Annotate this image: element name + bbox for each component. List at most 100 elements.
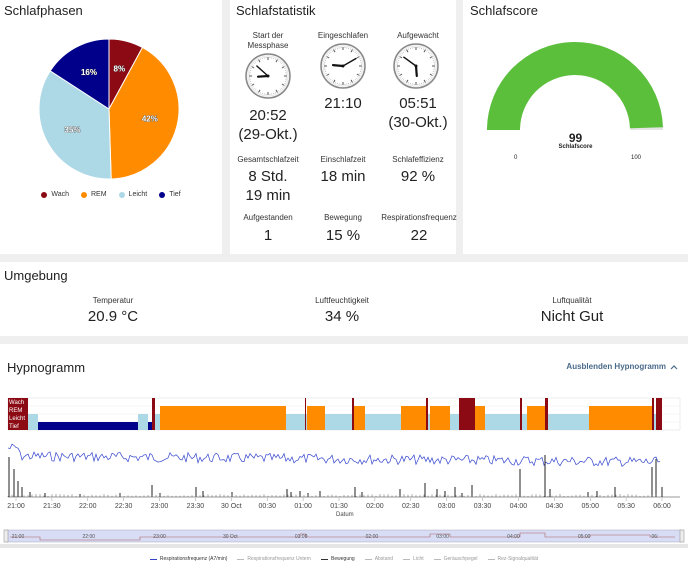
stage-label: Tief <box>9 424 19 430</box>
legend-swatch <box>237 558 245 560</box>
asleep-stat: Eingeschlafen <box>305 31 381 41</box>
total-sleep-stat: Gesamtschlafzeit 8 Std. 19 min <box>230 155 306 205</box>
hypnogram-legend: Respirationsfrequenz (A7/min) Respiration… <box>0 556 688 562</box>
x-tick-label: 03:30 <box>473 503 492 510</box>
humidity-stat: Luftfeuchtigkeit 34 % <box>242 296 442 325</box>
legend-label: Abstand <box>374 556 394 562</box>
legend-item[interactable]: Bewegung <box>321 556 355 562</box>
hypnogram-stage-segment <box>589 406 652 430</box>
sleep-stats-title: Schlafstatistik <box>236 3 316 18</box>
legend-item-rem[interactable]: REM <box>80 191 107 198</box>
air-quality-stat: Luftqualität Nicht Gut <box>472 296 672 325</box>
x-tick-label: 01:30 <box>330 503 348 510</box>
awake-stat: Aufgewacht <box>380 31 456 41</box>
total-sleep-hours: 8 Std. <box>248 168 288 185</box>
navigator-tick-label: 02:00 <box>366 534 379 540</box>
respiration-stat: Respirationsfrequenz 22 <box>380 213 458 245</box>
pie-label-rem: 42% <box>142 115 158 124</box>
humidity-value: 34 % <box>324 308 360 325</box>
latency-label: Einschlafzeit <box>320 155 366 164</box>
legend-item-tief[interactable]: Tief <box>159 191 181 198</box>
hypnogram-stage-segment <box>548 414 589 430</box>
x-tick-label: 06:00 <box>653 503 671 510</box>
legend-item-wach[interactable]: Wach <box>41 191 69 198</box>
asleep-label: Eingeschlafen <box>317 31 369 40</box>
hypnogram-navigator[interactable]: 21:00 22:00 23:00 30 Oct 01:00 02:00 03:00 04:0… <box>0 528 688 550</box>
sleep-score-gauge <box>487 41 663 131</box>
sleep-score-max-label: 100 <box>631 155 642 161</box>
stage-label: REM <box>9 408 22 414</box>
hide-hypnogram-button[interactable]: Ausblenden Hypnogramm <box>566 362 678 371</box>
hypnogram-x-axis-label: Datum <box>336 512 354 518</box>
x-tick-label: 22:00 <box>79 503 97 510</box>
measure-start-time: 20:52 <box>249 107 287 124</box>
hypnogram-stage-segment <box>155 414 160 430</box>
hypnogram-stage-segment <box>522 414 527 430</box>
legend-swatch <box>487 558 495 560</box>
hypnogram-stage-segment <box>401 406 426 430</box>
asleep-time: 21:10 <box>324 95 362 112</box>
sleep-stats-card: Schlafstatistik Start der Messphase 20:5… <box>230 0 458 254</box>
x-tick-label: 21:30 <box>43 503 61 510</box>
hypnogram-card <box>0 344 688 563</box>
hypnogram-stage-segment <box>428 414 430 430</box>
measure-start-stat: Start der Messphase <box>230 31 306 51</box>
environment-card: Umgebung Temperatur 20.9 °C Luftfeuchtig… <box>0 262 688 336</box>
hypnogram-stage-segment <box>354 406 365 430</box>
legend-label: Bewegung <box>331 556 355 562</box>
hypnogram-stage-segment <box>527 406 545 430</box>
x-tick-label: 22:30 <box>114 503 133 510</box>
hypnogram-stage-segment <box>286 414 305 430</box>
hypnogram-stage-segment <box>426 398 428 430</box>
legend-swatch <box>149 558 157 560</box>
hypnogram-stage-segment <box>138 414 148 430</box>
total-sleep-label: Gesamtschlafzeit <box>237 155 299 164</box>
hypnogram-stage-segment <box>160 406 286 430</box>
got-up-stat: Aufgestanden 1 <box>230 213 306 245</box>
legend-item[interactable]: Rez-Signalqualität <box>487 556 538 562</box>
x-tick-label: 03:00 <box>437 503 456 510</box>
x-tick-label: 04:30 <box>545 503 564 510</box>
efficiency-stat: Schlafeffizienz 92 % <box>380 155 456 186</box>
air-quality-value: Nicht Gut <box>540 308 604 325</box>
hypnogram-stage-segment <box>38 422 138 430</box>
sleep-phases-card: Schlafphasen 8% 42% 35% 16% Wach REM Leicht Ti… <box>0 0 222 254</box>
navigator-tick-label: 05:00 <box>578 534 591 540</box>
hypnogram-stage-segment <box>365 414 401 430</box>
hypnogram-stage-segment <box>430 406 450 430</box>
movement-label: Bewegung <box>324 213 362 222</box>
legend-item[interactable]: Respirationsfrequenz Untern <box>237 556 311 562</box>
legend-item[interactable]: Licht <box>403 556 424 562</box>
x-tick-label: 05:30 <box>617 503 635 510</box>
pie-label-leicht: 35% <box>64 126 80 135</box>
navigator-scrollbar[interactable] <box>0 544 688 548</box>
hypnogram-stage-segment <box>307 406 325 430</box>
awake-label: Aufgewacht <box>397 31 439 40</box>
navigator-handle-left[interactable] <box>3 529 9 543</box>
measure-start-date: (29-Okt.) <box>238 126 298 143</box>
navigator-handle-right[interactable] <box>679 529 685 543</box>
got-up-value: 1 <box>263 227 273 244</box>
chevron-up-icon <box>670 364 678 369</box>
legend-item[interactable]: Geräuschpegel <box>433 556 478 562</box>
x-tick-label: 02:30 <box>402 503 420 510</box>
legend-item-leicht[interactable]: Leicht <box>118 191 147 198</box>
humidity-label: Luftfeuchtigkeit <box>315 296 369 305</box>
legend-label: Licht <box>413 556 424 562</box>
legend-label: Geräuschpegel <box>443 556 478 562</box>
hypnogram-stage-segment <box>485 414 520 430</box>
latency-stat: Einschlafzeit 18 min <box>305 155 381 186</box>
hypnogram-stage-segment <box>654 414 656 430</box>
hypnogram-stage-segment <box>459 398 475 430</box>
legend-swatch <box>403 558 411 560</box>
latency-value: 18 min <box>320 168 366 185</box>
navigator-tick-label: 30 Oct <box>223 534 238 540</box>
legend-item[interactable]: Respirationsfrequenz (A7/min) <box>149 556 227 562</box>
temperature-label: Temperatur <box>92 296 134 305</box>
pie-label-tief: 16% <box>81 68 97 77</box>
respiration-value: 22 <box>410 227 428 244</box>
legend-item[interactable]: Abstand <box>364 556 394 562</box>
awake-date: (30-Okt.) <box>388 114 448 131</box>
hypnogram-stage-segment <box>352 398 354 430</box>
got-up-label: Aufgestanden <box>243 213 293 222</box>
